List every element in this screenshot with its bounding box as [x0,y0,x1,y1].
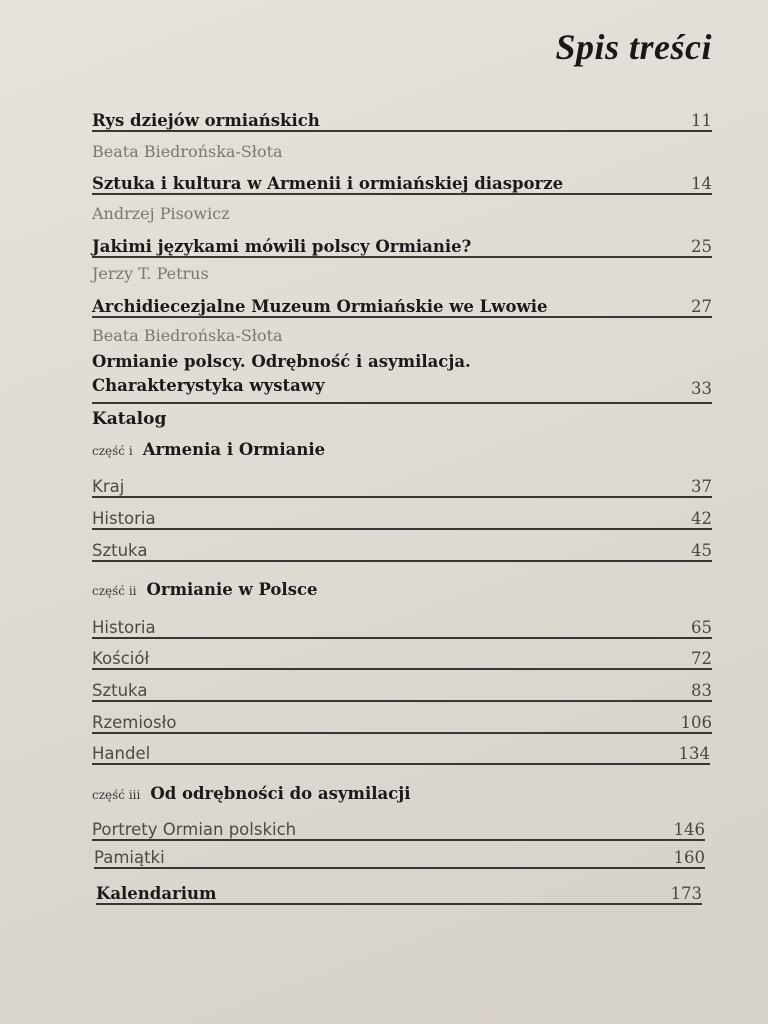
entry-title: Sztuka [92,541,148,560]
entry-title: Historia [92,509,156,528]
entry-page: 173 [670,884,703,903]
part-title: Armenia i Ormianie [142,440,326,459]
toc-entry[interactable]: Ormianie polscy. Odrębność i asymilacja.… [92,348,712,404]
part-heading: część iii Od odrębności do asymilacji [92,784,410,803]
entry-page: 83 [691,681,712,700]
entry-title-line1: Ormianie polscy. Odrębność i asymilacja. [92,352,471,371]
toc-entry[interactable]: Portrety Ormian polskich 146 [92,811,705,841]
part-heading: część i Armenia i Ormianie [92,440,325,459]
entry-title: Sztuka i kultura w Armenii i ormiańskiej… [92,174,564,193]
catalog-heading: Katalog [92,409,167,429]
part-title: Ormianie w Polsce [146,580,318,599]
entry-author: Beata Biedrońska-Słota [92,326,283,345]
entry-title: Jakimi językami mówili polscy Ormianie? [92,237,472,256]
toc-entry[interactable]: Sztuka 83 [92,672,712,702]
entry-author: Beata Biedrońska-Słota [92,142,283,161]
entry-page: 27 [691,297,712,316]
entry-page: 25 [691,237,712,256]
entry-page: 14 [691,174,712,193]
entry-title-line2: Charakterystyka wystawy [92,376,325,395]
entry-page: 45 [691,541,712,560]
toc-entry[interactable]: Kraj 37 [92,468,712,498]
entry-title: Kościół [92,649,150,668]
toc-entry[interactable]: Historia 65 [92,609,712,639]
entry-page: 146 [673,820,706,839]
toc-entry[interactable]: Historia 42 [92,500,712,530]
entry-title: Sztuka [92,681,148,700]
entry-title: Pamiątki [94,848,165,867]
toc-entry[interactable]: Archidiecezjalne Muzeum Ormiańskie we Lw… [92,286,712,318]
toc-entry[interactable]: Sztuka 45 [92,532,712,562]
entry-author: Andrzej Pisowicz [92,204,230,223]
entry-title: Rys dziejów ormiańskich [92,111,320,130]
part-heading: część ii Ormianie w Polsce [92,580,318,599]
toc-entry[interactable]: Kościół 72 [92,640,712,670]
part-label: część i [92,444,133,458]
toc-entry[interactable]: Rzemiosło 106 [92,704,712,734]
entry-page: 65 [691,618,712,637]
entry-title: Kalendarium [96,884,217,903]
entry-page: 33 [691,379,712,398]
entry-page: 42 [691,509,712,528]
part-title: Od odrębności do asymilacji [150,784,411,803]
entry-title: Rzemiosło [92,713,177,732]
entry-title: Handel [92,744,151,763]
entry-page: 106 [680,713,713,732]
toc-entry[interactable]: Rys dziejów ormiańskich 11 [92,100,712,132]
part-label: część iii [92,788,141,802]
toc-entry-calendar[interactable]: Kalendarium 173 [96,875,702,905]
entry-title: Historia [92,618,156,637]
toc-entry[interactable]: Handel 134 [92,735,710,765]
toc-entry[interactable]: Jakimi językami mówili polscy Ormianie? … [92,226,712,258]
entry-page: 134 [678,744,711,763]
entry-author: Jerzy T. Petrus [92,264,209,283]
entry-page: 37 [691,477,712,496]
entry-page: 72 [691,649,712,668]
entry-page: 160 [673,848,706,867]
page-title: Spis treści [555,27,712,67]
entry-title: Archidiecezjalne Muzeum Ormiańskie we Lw… [92,297,548,316]
entry-title: Kraj [92,477,125,496]
entry-title: Portrety Ormian polskich [92,820,297,839]
part-label: część ii [92,584,137,598]
toc-entry[interactable]: Pamiątki 160 [94,840,705,869]
entry-page: 11 [691,111,712,130]
toc-entry[interactable]: Sztuka i kultura w Armenii i ormiańskiej… [92,164,712,195]
